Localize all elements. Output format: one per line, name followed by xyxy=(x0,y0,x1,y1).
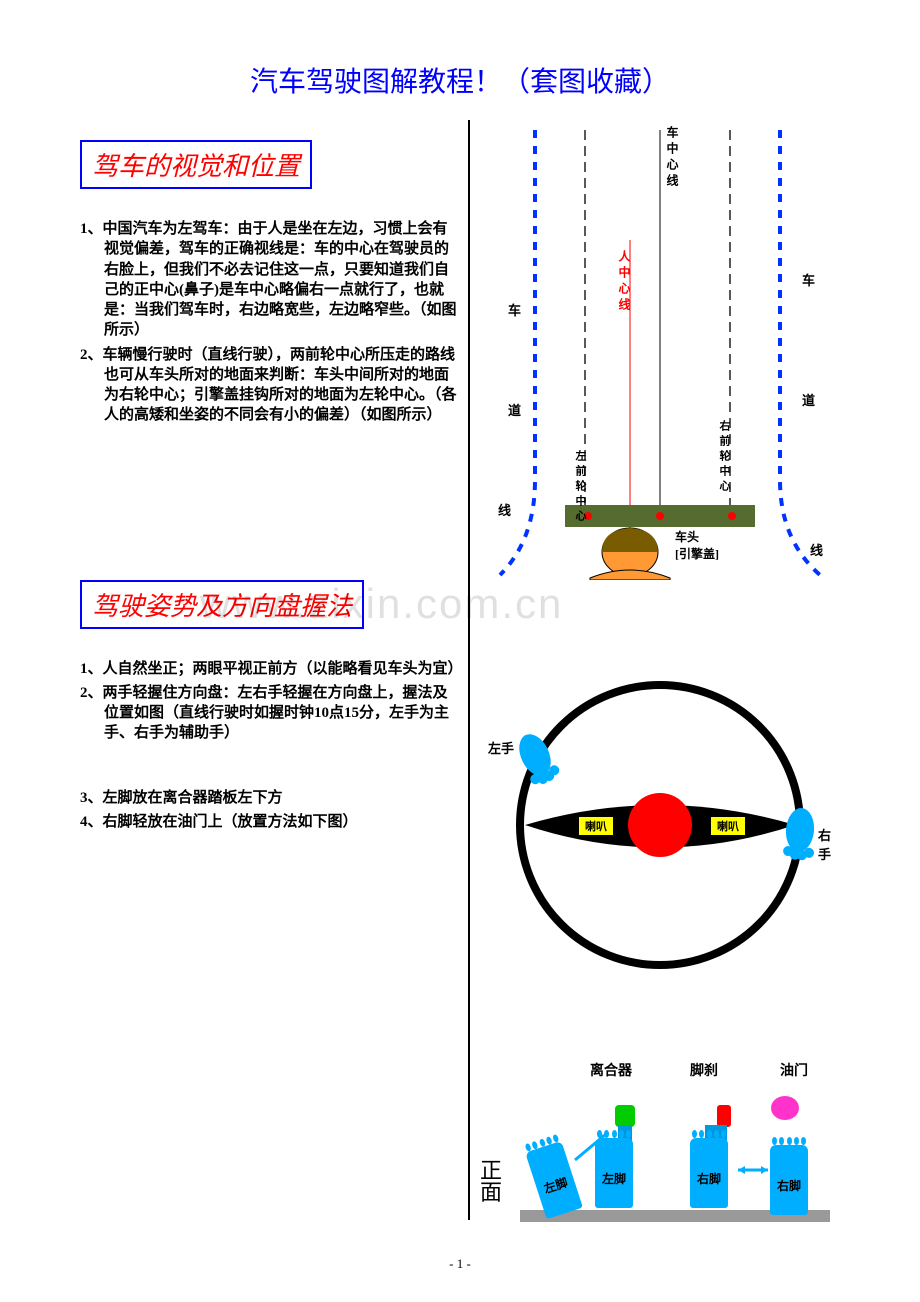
section2-para1: 1、人自然坐正；两眼平视正前方（以能略看见车头为宜） xyxy=(80,659,458,679)
foot-right-1-label: 右脚 xyxy=(690,1170,728,1187)
lane-svg xyxy=(480,120,840,580)
label-lane-l2: 道 xyxy=(508,400,521,419)
left-column: 驾车的视觉和位置 1、中国汽车为左驾车：由于人是坐在左边，习惯上会有视觉偏差，驾… xyxy=(80,120,468,1220)
label-lane-l1: 车 xyxy=(508,300,521,319)
section2-para4: 4、右脚轻放在油门上（放置方法如下图） xyxy=(80,812,458,832)
label-lane-r1: 车 xyxy=(802,270,815,289)
section2-body: 1、人自然坐正；两眼平视正前方（以能略看见车头为宜） 2、两手轻握住方向盘：左右… xyxy=(80,659,458,833)
label-right-hand: 右手 xyxy=(818,825,840,863)
label-line-l: 线 xyxy=(498,500,511,519)
label-horn-left: 喇叭 xyxy=(578,816,614,836)
label-lane-r2: 道 xyxy=(802,390,815,409)
page-title: 汽车驾驶图解教程！（套图收藏） xyxy=(0,0,920,120)
section1-para2: 2、车辆慢行驶时（直线行驶），两前轮中心所压走的路线也可从车头所对的地面来判断：… xyxy=(80,345,458,426)
section1-body: 1、中国汽车为左驾车：由于人是坐在左边，习惯上会有视觉偏差，驾车的正确视线是：车… xyxy=(80,219,458,426)
section2-para3: 3、左脚放在离合器踏板左下方 xyxy=(80,788,458,808)
foot-right-2-label: 右脚 xyxy=(770,1177,808,1194)
label-hood: 车头 [引擎盖] xyxy=(675,528,719,562)
section1-para1: 1、中国汽车为左驾车：由于人是坐在左边，习惯上会有视觉偏差，驾车的正确视线是：车… xyxy=(80,219,458,341)
label-car-center: 车中心线 xyxy=(664,126,681,190)
foot-left-2-label: 左脚 xyxy=(595,1170,633,1187)
content-area: 驾车的视觉和位置 1、中国汽车为左驾车：由于人是坐在左边，习惯上会有视觉偏差，驾… xyxy=(0,120,920,1220)
label-right-wheel: 右前轮中心 xyxy=(716,420,732,495)
section1-heading: 驾车的视觉和位置 xyxy=(80,140,312,189)
right-column: 车中心线 人中心线 车 道 车 道 线 线 左前轮中心 右前轮中心 车头 [引擎… xyxy=(468,120,840,1220)
label-left-hand: 左手 xyxy=(488,738,514,757)
label-horn-right: 喇叭 xyxy=(710,816,746,836)
label-left-wheel: 左前轮中心 xyxy=(572,450,588,525)
diagram-steering-wheel: 左手 右手 喇叭 喇叭 xyxy=(480,670,840,1010)
wheel-svg xyxy=(480,670,840,990)
diagram-lane-position: 车中心线 人中心线 车 道 车 道 线 线 左前轮中心 右前轮中心 车头 [引擎… xyxy=(480,120,840,580)
foot-left-1-label: 左脚 xyxy=(535,1171,576,1199)
page-number: - 1 - xyxy=(0,1256,920,1272)
foot-left-2: 左脚 xyxy=(595,1138,633,1208)
diagram-pedals: 离合器 脚刹 油门 正面 xyxy=(480,1060,840,1260)
section2-para2: 2、两手轻握住方向盘：左右手轻握在方向盘上，握法及位置如图（直线行驶时如握时钟1… xyxy=(80,683,458,744)
label-person-center: 人中心线 xyxy=(616,250,633,314)
section2-heading: 驾驶姿势及方向盘握法 xyxy=(80,580,364,629)
foot-right-1: 右脚 xyxy=(690,1138,728,1208)
foot-right-2: 右脚 xyxy=(770,1145,808,1215)
label-line-r: 线 xyxy=(810,540,823,559)
